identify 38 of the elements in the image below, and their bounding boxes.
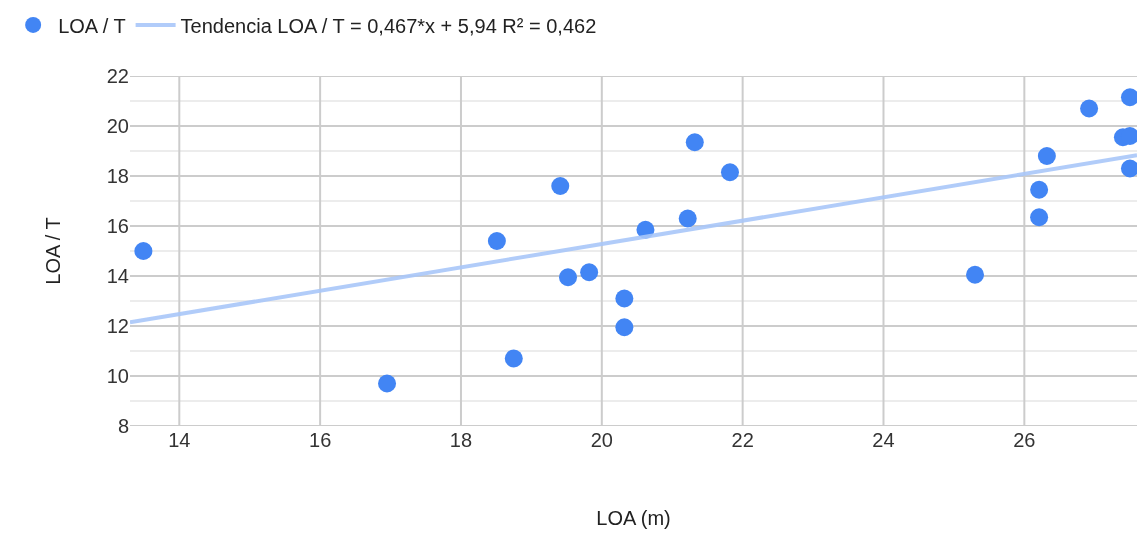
y-tick-label: 8	[117, 415, 129, 437]
point	[559, 268, 578, 287]
x-tick-label: 16	[309, 429, 332, 451]
x-tick-label: 20	[590, 429, 613, 451]
point	[615, 318, 634, 337]
y-axis-title: LOA / T	[42, 217, 65, 285]
point	[378, 374, 397, 393]
point	[966, 265, 985, 284]
point	[504, 349, 523, 368]
point	[678, 209, 697, 228]
point	[615, 289, 634, 308]
legend-label: LOA / T	[58, 14, 126, 37]
x-axis-title: LOA (m)	[596, 506, 671, 529]
x-tick-label: 18	[449, 429, 473, 451]
y-tick-label: 12	[106, 315, 129, 337]
point	[720, 163, 739, 182]
x-tick-label: 26	[1013, 429, 1036, 451]
point	[134, 242, 153, 260]
point	[1030, 208, 1049, 227]
legend-label: Tendencia LOA / T = 0,467*x + 5,94 R² = 0,462	[180, 14, 597, 37]
y-tick-label: 20	[106, 115, 129, 137]
x-tick-label: 24	[872, 429, 895, 451]
point	[580, 263, 599, 282]
point	[551, 177, 570, 195]
x-tick-label: 22	[731, 429, 754, 451]
y-tick-label: 14	[106, 265, 129, 287]
y-tick-label: 16	[106, 215, 129, 237]
y-tick-label: 10	[106, 365, 129, 387]
point	[1037, 147, 1056, 165]
y-tick-label: 22	[106, 65, 129, 87]
point	[487, 232, 506, 250]
point	[1080, 99, 1099, 118]
point	[1120, 159, 1137, 178]
x-tick-label: 14	[168, 429, 191, 451]
point	[685, 133, 704, 152]
point	[1120, 88, 1137, 107]
point	[1030, 180, 1049, 199]
y-tick-label: 18	[106, 165, 129, 187]
